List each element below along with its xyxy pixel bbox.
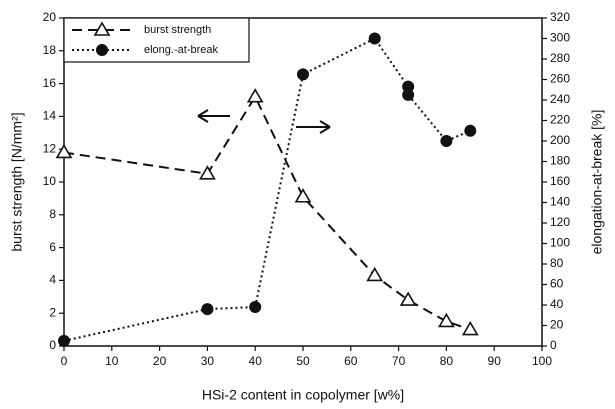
y2-tick-label: 140 (550, 195, 570, 209)
y2-tick-label: 80 (550, 256, 564, 270)
arrow-right (296, 120, 331, 134)
x-tick-label: 10 (105, 354, 119, 368)
circle-marker (440, 135, 453, 147)
triangle-marker (246, 88, 264, 103)
y2-tick-label: 300 (550, 31, 570, 45)
triangle-marker (93, 21, 111, 36)
circle-marker (464, 124, 477, 137)
y-tick-label: 10 (43, 174, 57, 188)
x-tick-label: 0 (61, 354, 68, 368)
x-tick-label: 80 (440, 354, 454, 368)
triangle-marker (438, 312, 455, 328)
y2-tick-label: 180 (550, 154, 570, 168)
circle-marker (368, 32, 381, 45)
y2-tick-label: 20 (550, 318, 564, 332)
series-line (63, 94, 471, 331)
x-tick-label: 40 (249, 354, 263, 368)
x-tick-label: 70 (392, 354, 406, 368)
y-tick-label: 4 (49, 273, 56, 287)
x-tick-label: 30 (201, 354, 215, 368)
triangle-marker (199, 165, 216, 180)
y-tick-label: 2 (49, 305, 56, 319)
x-tick-label: 60 (344, 354, 358, 368)
y-tick-label: 18 (43, 43, 57, 57)
y2-tick-label: 260 (550, 72, 570, 86)
circle-marker (96, 44, 108, 56)
x-tick-label: 20 (153, 354, 167, 368)
triangle-marker (294, 188, 312, 203)
y2-tick-label: 200 (550, 133, 570, 147)
y-axis-label: burst strength [N/mm²] (9, 112, 25, 251)
x-tick-label: 50 (296, 354, 310, 368)
y-tick-label: 20 (43, 10, 57, 24)
y2-tick-label: 100 (550, 236, 570, 250)
y-tick-label: 8 (49, 207, 56, 221)
y2-tick-label: 320 (550, 10, 570, 24)
plot-frame (63, 17, 543, 347)
triangle-marker (55, 143, 73, 159)
y2-tick-label: 160 (550, 174, 570, 188)
circle-marker (402, 80, 415, 93)
circle-marker (58, 334, 70, 347)
circle-marker (201, 303, 214, 316)
legend-box (63, 17, 250, 63)
y2-tick-label: 120 (550, 215, 570, 229)
circle-marker (249, 301, 262, 314)
y2-tick-label: 40 (550, 297, 564, 311)
arrow-left (197, 109, 230, 123)
y-tick-label: 12 (43, 141, 57, 155)
legend-label: elong.-at-break (144, 44, 218, 56)
x-axis-label: HSi-2 content in copolymer [w%] (202, 387, 404, 403)
triangle-marker (399, 291, 417, 306)
x-tick-label: 90 (488, 354, 502, 368)
legend-label: burst strength (144, 24, 211, 36)
circle-marker (402, 88, 415, 101)
y-tick-label: 14 (43, 109, 57, 123)
y-tick-label: 16 (43, 76, 57, 90)
y2-tick-label: 280 (550, 51, 570, 65)
y2-axis-label: elongation-at-break [%] (589, 110, 605, 255)
y2-tick-label: 240 (550, 92, 570, 106)
y-tick-label: 0 (49, 338, 56, 352)
circle-marker (297, 68, 309, 81)
y-tick-label: 6 (49, 240, 56, 254)
triangle-marker (366, 266, 384, 282)
x-tick-label: 100 (532, 354, 552, 368)
y2-tick-label: 60 (550, 277, 564, 291)
triangle-marker (461, 321, 479, 336)
y2-tick-label: 0 (550, 338, 557, 352)
y2-tick-label: 220 (550, 113, 570, 127)
